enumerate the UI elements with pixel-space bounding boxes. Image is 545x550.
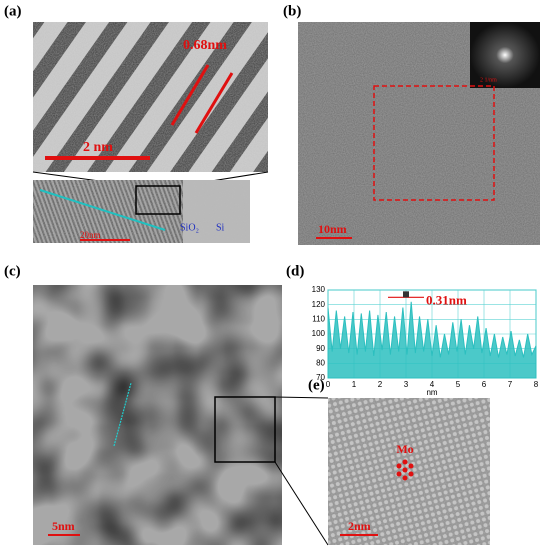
profile-area: [327, 301, 537, 379]
annotation: 0.31nm: [426, 292, 467, 307]
scale-bar-label: 5nm: [52, 519, 75, 533]
y-tick-label: 120: [312, 300, 326, 309]
y-tick-label: 80: [316, 358, 325, 367]
y-tick-label: 110: [312, 314, 325, 323]
image-contrast: [33, 285, 282, 545]
image-noise: [328, 398, 490, 545]
x-tick-label: 4: [430, 380, 435, 389]
fringe-line: [194, 72, 234, 134]
x-tick-label: 3: [404, 380, 409, 389]
image-noise: [33, 180, 250, 243]
zoom-box: [214, 396, 276, 463]
x-tick-label: 0: [326, 380, 331, 389]
x-tick-label: 7: [508, 380, 513, 389]
x-tick-label: 1: [352, 380, 357, 389]
atom-label: Mo: [396, 442, 413, 456]
scale-bar: [45, 156, 150, 160]
spacing-marker: [403, 291, 409, 298]
scale-bar-label: 10nm: [318, 222, 347, 236]
zoom-box: [135, 185, 181, 215]
scale-bar-label: 2 1/nm: [480, 77, 497, 83]
x-tick-label: 2: [378, 380, 383, 389]
thickness-line: [39, 189, 166, 231]
line-profile-chart: 70 80 90 100 110 120 130 0 1 2 3 4 5 6 7 8 nm 0.31nm: [312, 285, 539, 397]
scale-bar-label: 20nm: [80, 230, 101, 240]
panel-label: (a): [4, 3, 22, 19]
fringe-line: [170, 64, 210, 126]
layer-label: Si: [216, 222, 225, 233]
panel-label: (d): [286, 263, 304, 279]
y-tick-label: 90: [316, 344, 325, 353]
layer-label: SiO₂: [180, 222, 199, 233]
panel-label: (e): [308, 377, 325, 393]
panel-label: (b): [283, 3, 301, 19]
y-tick-label: 130: [312, 285, 326, 294]
scale-bar-label: 2nm: [348, 519, 371, 533]
zoom-line: [274, 461, 329, 546]
scale-bar-label: 2 nm: [83, 140, 113, 155]
zoom-line: [274, 396, 329, 399]
panel-label: (c): [4, 263, 21, 279]
x-tick-label: 8: [534, 380, 539, 389]
y-tick-label: 70: [316, 373, 325, 382]
y-tick-label: 100: [312, 329, 326, 338]
atom-cluster: [396, 459, 414, 481]
x-tick-label: 6: [482, 380, 487, 389]
x-tick-label: 5: [456, 380, 461, 389]
region-box: [373, 85, 495, 201]
x-axis-label: nm: [426, 388, 437, 397]
spacing-label: 0.68nm: [183, 38, 227, 53]
profile-line: [113, 382, 132, 447]
fft-inset: [470, 22, 540, 88]
image-noise: [33, 22, 268, 172]
